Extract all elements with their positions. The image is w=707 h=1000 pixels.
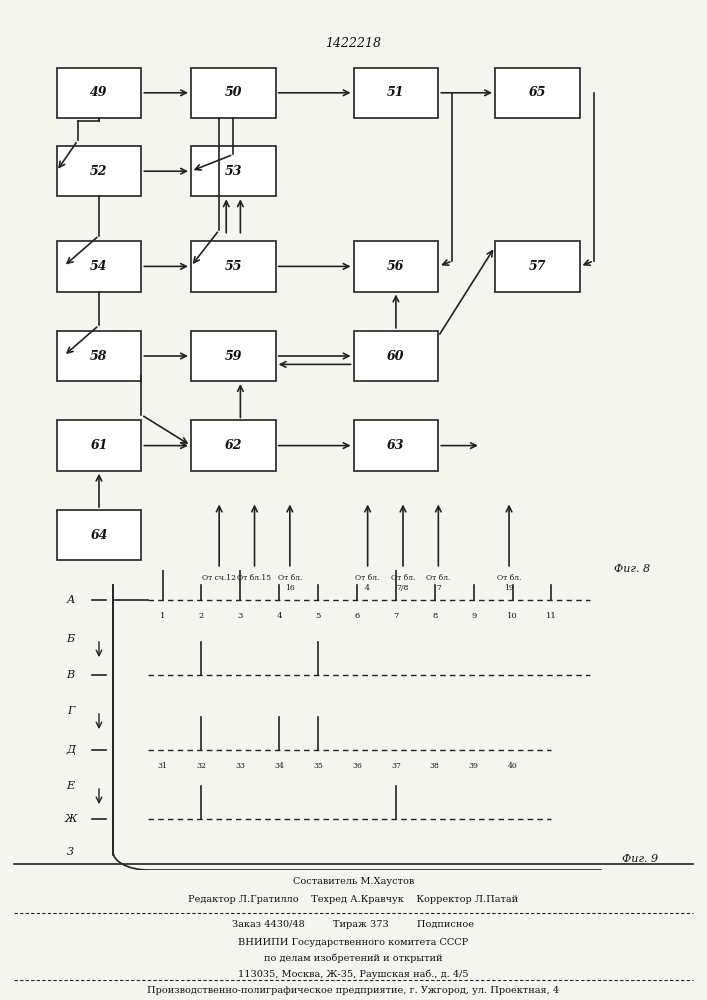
Text: 57: 57 xyxy=(529,260,546,273)
Text: 5: 5 xyxy=(315,612,321,620)
FancyBboxPatch shape xyxy=(57,331,141,381)
Text: 36: 36 xyxy=(352,762,362,770)
Text: 50: 50 xyxy=(225,86,242,99)
Text: 63: 63 xyxy=(387,439,404,452)
FancyBboxPatch shape xyxy=(354,420,438,471)
Text: 53: 53 xyxy=(225,165,242,178)
Text: А: А xyxy=(66,595,75,605)
Text: От бл.
7: От бл. 7 xyxy=(426,574,450,592)
Text: Ж: Ж xyxy=(64,814,77,824)
Text: Фиг. 9: Фиг. 9 xyxy=(622,854,658,864)
Text: 61: 61 xyxy=(90,439,107,452)
Text: 9: 9 xyxy=(471,612,477,620)
FancyBboxPatch shape xyxy=(495,241,580,292)
Text: Производственно-полиграфическое предприятие, г. Ужгород, ул. Проектная, 4: Производственно-полиграфическое предприя… xyxy=(148,986,559,995)
Text: 55: 55 xyxy=(225,260,242,273)
Text: От бл.15: От бл.15 xyxy=(238,574,271,582)
Text: Составитель М.Хаустов: Составитель М.Хаустов xyxy=(293,877,414,886)
Text: От бл.
16: От бл. 16 xyxy=(278,574,302,592)
Text: ВНИИПИ Государственного комитета СССР: ВНИИПИ Государственного комитета СССР xyxy=(238,938,469,947)
FancyBboxPatch shape xyxy=(57,241,141,292)
Text: 58: 58 xyxy=(90,350,107,362)
Text: 60: 60 xyxy=(387,350,404,362)
FancyBboxPatch shape xyxy=(354,68,438,118)
Text: 65: 65 xyxy=(529,86,546,99)
Text: 8: 8 xyxy=(432,612,438,620)
FancyBboxPatch shape xyxy=(191,331,276,381)
Text: 59: 59 xyxy=(225,350,242,362)
Text: 10: 10 xyxy=(507,612,518,620)
Text: 1422218: 1422218 xyxy=(325,37,382,50)
Text: 7: 7 xyxy=(393,612,399,620)
Text: Е: Е xyxy=(66,781,75,791)
Text: 52: 52 xyxy=(90,165,107,178)
FancyBboxPatch shape xyxy=(495,68,580,118)
Text: 1: 1 xyxy=(160,612,165,620)
FancyBboxPatch shape xyxy=(57,146,141,196)
FancyBboxPatch shape xyxy=(191,146,276,196)
Text: 31: 31 xyxy=(158,762,168,770)
Text: 62: 62 xyxy=(225,439,242,452)
Text: Г: Г xyxy=(67,706,74,716)
Text: 33: 33 xyxy=(235,762,245,770)
Text: 40: 40 xyxy=(508,762,518,770)
Text: 32: 32 xyxy=(197,762,206,770)
Text: 2: 2 xyxy=(199,612,204,620)
Text: 39: 39 xyxy=(469,762,479,770)
Text: Б: Б xyxy=(66,634,75,644)
FancyBboxPatch shape xyxy=(191,68,276,118)
FancyBboxPatch shape xyxy=(57,420,141,471)
Text: Д: Д xyxy=(66,745,75,755)
Text: 34: 34 xyxy=(274,762,284,770)
Text: Фиг. 8: Фиг. 8 xyxy=(614,564,650,574)
Text: 64: 64 xyxy=(90,529,107,542)
FancyBboxPatch shape xyxy=(191,241,276,292)
Text: 56: 56 xyxy=(387,260,404,273)
Text: Редактор Л.Гратилло    Техред А.Кравчук    Корректор Л.Патай: Редактор Л.Гратилло Техред А.Кравчук Кор… xyxy=(189,895,518,904)
Text: От сч.12: От сч.12 xyxy=(202,574,236,582)
Text: по делам изобретений и открытий: по делам изобретений и открытий xyxy=(264,954,443,963)
Text: 3: 3 xyxy=(238,612,243,620)
Text: 37: 37 xyxy=(391,762,401,770)
Text: От бл.
7/8: От бл. 7/8 xyxy=(391,574,415,592)
FancyBboxPatch shape xyxy=(57,510,141,560)
Text: От бл.
19: От бл. 19 xyxy=(497,574,521,592)
Text: В: В xyxy=(66,670,75,680)
Text: 113035, Москва, Ж-35, Раушская наб., д. 4/5: 113035, Москва, Ж-35, Раушская наб., д. … xyxy=(238,969,469,979)
Text: 54: 54 xyxy=(90,260,107,273)
Text: 35: 35 xyxy=(313,762,323,770)
Text: 4: 4 xyxy=(276,612,282,620)
Text: 6: 6 xyxy=(354,612,360,620)
Text: 3: 3 xyxy=(67,847,74,857)
Text: Заказ 4430/48         Тираж 373         Подписное: Заказ 4430/48 Тираж 373 Подписное xyxy=(233,920,474,929)
Text: 38: 38 xyxy=(430,762,440,770)
FancyBboxPatch shape xyxy=(191,420,276,471)
FancyBboxPatch shape xyxy=(354,331,438,381)
Text: От бл.
4: От бл. 4 xyxy=(356,574,380,592)
FancyBboxPatch shape xyxy=(354,241,438,292)
Text: 49: 49 xyxy=(90,86,107,99)
Text: 51: 51 xyxy=(387,86,404,99)
FancyBboxPatch shape xyxy=(57,68,141,118)
Text: 11: 11 xyxy=(546,612,557,620)
